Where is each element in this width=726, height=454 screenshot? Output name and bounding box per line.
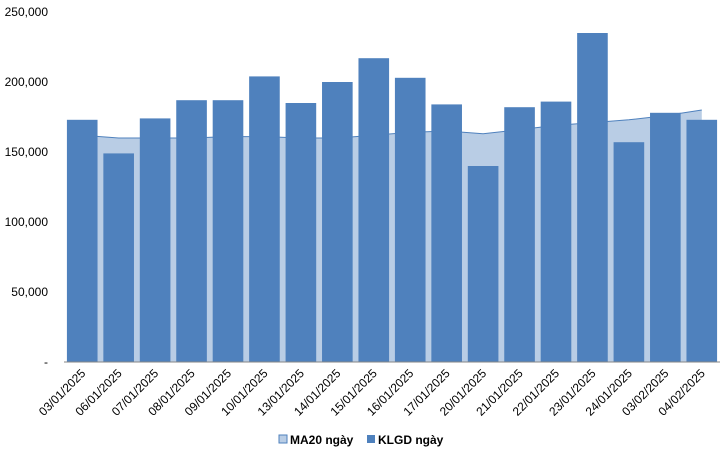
bar-klgd xyxy=(176,100,207,362)
legend: MA20 ngày KLGD ngày xyxy=(278,433,444,447)
bar-klgd xyxy=(139,118,171,363)
bar-klgd xyxy=(103,153,134,362)
bar-klgd xyxy=(322,82,353,362)
y-tick-label: - xyxy=(44,355,48,369)
bar-klgd xyxy=(66,119,98,362)
bar-klgd xyxy=(650,112,681,362)
bar-klgd xyxy=(540,101,572,362)
y-tick-label: 200,000 xyxy=(5,75,49,89)
bar-klgd xyxy=(285,103,317,362)
bar-klgd xyxy=(394,77,426,363)
bar-klgd xyxy=(504,107,535,362)
ma20-area xyxy=(82,110,702,362)
bar-klgd xyxy=(358,58,390,362)
legend-label: MA20 ngày xyxy=(290,433,354,447)
bar-klgd xyxy=(249,76,280,363)
y-tick-label: 100,000 xyxy=(5,215,49,229)
bar-klgd xyxy=(467,166,499,362)
legend-label: KLGD ngày xyxy=(378,433,444,447)
bar-klgd xyxy=(212,100,244,362)
bar-klgd xyxy=(686,119,718,362)
legend-swatch xyxy=(367,435,375,443)
bar-klgd xyxy=(613,142,645,362)
bar-klgd xyxy=(577,33,608,362)
bar-klgd xyxy=(431,104,462,363)
y-tick-label: 50,000 xyxy=(11,285,48,299)
y-tick-label: 150,000 xyxy=(5,145,49,159)
legend-swatch xyxy=(278,434,288,444)
y-tick-label: 250,000 xyxy=(5,5,49,19)
